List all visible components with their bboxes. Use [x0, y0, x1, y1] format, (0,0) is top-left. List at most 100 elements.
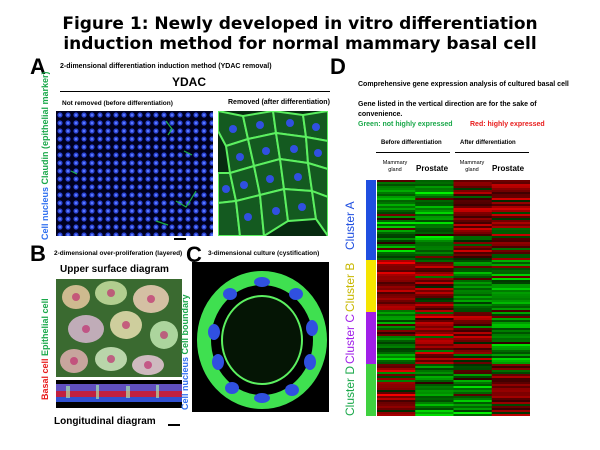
- heatmap-cell: [453, 292, 493, 295]
- panel-a-side-blue: Cell nucleus: [40, 186, 50, 240]
- heatmap-cell: [453, 226, 493, 229]
- heatmap-cell: [453, 340, 493, 343]
- heatmap-cell: [453, 376, 493, 379]
- heatmap-cell: [453, 274, 493, 277]
- heatmap-cell: [415, 270, 454, 273]
- panel-d-before-line: [376, 152, 450, 153]
- heatmap-cell: [453, 402, 493, 405]
- heatmap-cell: [453, 294, 493, 297]
- heatmap-cell: [377, 344, 416, 347]
- heatmap-cell: [453, 364, 493, 367]
- heatmap-cell: [415, 312, 454, 315]
- heatmap-cell: [453, 360, 493, 363]
- heatmap-cell: [415, 206, 454, 209]
- heatmap-cell: [491, 408, 530, 411]
- heatmap-cell: [377, 188, 416, 191]
- heatmap-cell: [377, 254, 416, 257]
- panel-a-col-right: Removed (after differentiation): [228, 99, 330, 106]
- heatmap-cell: [453, 280, 493, 283]
- heatmap-cell: [453, 306, 493, 309]
- heatmap-cell: [453, 366, 493, 369]
- heatmap-cell: [453, 304, 493, 307]
- heatmap-cell: [453, 188, 493, 191]
- heatmap-cell: [415, 394, 454, 397]
- heatmap-cell: [491, 248, 530, 251]
- heatmap-cell: [377, 398, 416, 401]
- heatmap-cell: [377, 274, 416, 277]
- heatmap-cell: [453, 210, 493, 213]
- heatmap-cell: [453, 378, 493, 381]
- heatmap-cell: [415, 320, 454, 323]
- heatmap-cell: [491, 180, 530, 183]
- heatmap-cell: [415, 338, 454, 341]
- heatmap-cell: [415, 314, 454, 317]
- heatmap-cell: [415, 330, 454, 333]
- heatmap-cell: [377, 182, 416, 185]
- heatmap-cell: [491, 346, 530, 349]
- heatmap-cell: [415, 404, 454, 407]
- heatmap-cell: [491, 274, 530, 277]
- heatmap-cell: [415, 218, 454, 221]
- heatmap-cell: [453, 342, 493, 345]
- heatmap-cell: [453, 384, 493, 387]
- heatmap-cell: [491, 314, 530, 317]
- heatmap-cell: [491, 242, 530, 245]
- heatmap-cell: [377, 392, 416, 395]
- heatmap-cell: [377, 194, 416, 197]
- heatmap-cell: [377, 376, 416, 379]
- heatmap-cell: [377, 380, 416, 383]
- panel-b-subtitle: 2-dimensional over-proliferation (layere…: [54, 250, 183, 257]
- heatmap-cell: [415, 246, 454, 249]
- heatmap-cell: [377, 280, 416, 283]
- heatmap-cell: [377, 290, 416, 293]
- panel-d-legend-red: Red: highly expressed: [470, 121, 545, 128]
- heatmap-cell: [453, 198, 493, 201]
- heatmap-cell: [453, 196, 493, 199]
- heatmap-cell: [453, 254, 493, 257]
- heatmap-cell: [415, 346, 454, 349]
- heatmap-cell: [377, 292, 416, 295]
- heatmap-cell: [415, 382, 454, 385]
- panel-d-col4-label: Prostate: [492, 164, 525, 173]
- heatmap-cell: [491, 272, 530, 275]
- heatmap-cell: [453, 398, 493, 401]
- heatmap-cell: [491, 310, 530, 313]
- heatmap-cell: [377, 374, 416, 377]
- heatmap-cell: [491, 336, 530, 339]
- cluster-b-bar: [366, 260, 376, 312]
- panel-b-lower-label: Longitudinal diagram: [54, 416, 156, 427]
- heatmap-cell: [453, 338, 493, 341]
- heatmap-cell: [491, 206, 530, 209]
- heatmap-cell: [453, 228, 493, 231]
- heatmap-cell: [377, 318, 416, 321]
- heatmap-cell: [377, 396, 416, 399]
- heatmap-cell: [491, 318, 530, 321]
- heatmap-cell: [453, 362, 493, 365]
- heatmap-cell: [491, 378, 530, 381]
- heatmap-cell: [491, 326, 530, 329]
- heatmap-cell: [453, 270, 493, 273]
- heatmap-cell: [491, 268, 530, 271]
- heatmap-cell: [453, 328, 493, 331]
- heatmap-cell: [377, 406, 416, 409]
- heatmap-cell: [491, 212, 530, 215]
- heatmap-cell: [491, 246, 530, 249]
- heatmap-cell: [491, 412, 530, 415]
- heatmap-cell: [491, 386, 530, 389]
- panel-c-side-green: Cell boundary: [180, 294, 190, 355]
- heatmap-cell: [377, 400, 416, 403]
- heatmap-cell: [453, 220, 493, 223]
- heatmap-cell: [377, 268, 416, 271]
- heatmap-cell: [415, 332, 454, 335]
- heatmap-cell: [491, 234, 530, 237]
- heatmap-cell: [377, 204, 416, 207]
- heatmap-cell: [453, 326, 493, 329]
- heatmap-cell: [491, 404, 530, 407]
- heatmap-cell: [377, 372, 416, 375]
- heatmap-cell: [415, 396, 454, 399]
- panel-c-side-blue: Cell nucleus: [180, 356, 190, 410]
- heatmap-cell: [415, 242, 454, 245]
- heatmap-cell: [491, 350, 530, 353]
- heatmap-cell: [453, 218, 493, 221]
- heatmap-cell: [377, 198, 416, 201]
